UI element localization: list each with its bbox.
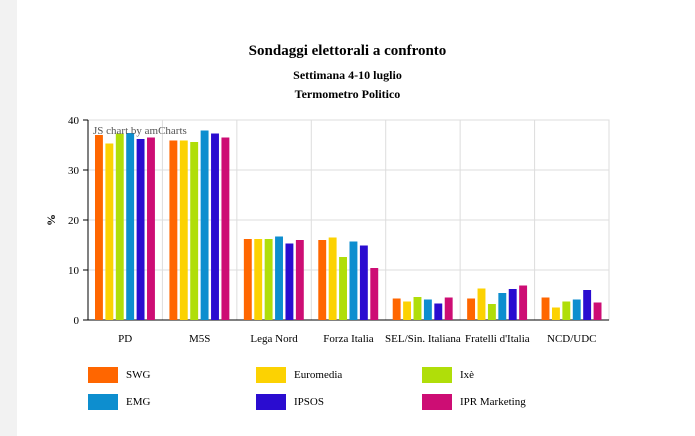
bar [136, 139, 145, 320]
legend-item[interactable]: Ixè [422, 367, 474, 383]
bar [285, 243, 294, 320]
bar [169, 140, 178, 320]
legend-swatch [422, 394, 452, 410]
bar [264, 239, 273, 320]
bar [147, 137, 155, 320]
legend-label: IPSOS [294, 396, 324, 408]
legend-label: EMG [126, 396, 151, 408]
x-tick-label: Forza Italia [323, 333, 374, 345]
bar [115, 133, 124, 320]
bar [423, 299, 432, 320]
y-tick-label: 20 [68, 215, 80, 227]
legend-item[interactable]: IPSOS [256, 394, 324, 410]
bar [95, 135, 103, 320]
legend-item[interactable]: SWG [88, 367, 150, 383]
legend-item[interactable]: EMG [88, 394, 150, 410]
bar [221, 137, 230, 320]
legend-swatch [256, 367, 286, 383]
bar [243, 239, 252, 320]
x-tick-label: Fratelli d'Italia [465, 333, 530, 345]
bar [275, 236, 283, 320]
x-tick-label: Lega Nord [250, 333, 298, 345]
bar [519, 285, 528, 320]
bar [572, 299, 581, 320]
bar [200, 130, 209, 320]
chart-source-subtitle: Termometro Politico [294, 87, 401, 101]
bar [434, 303, 443, 320]
legend-swatch [88, 394, 118, 410]
chart-subtitle: Settimana 4-10 luglio [293, 68, 402, 82]
y-axis-label: % [44, 214, 58, 226]
y-tick-label: 0 [74, 315, 80, 327]
bar [508, 289, 517, 320]
bar [477, 288, 486, 320]
x-tick-label: M5S [189, 333, 210, 345]
legend-swatch [422, 367, 452, 383]
y-tick-label: 10 [68, 265, 80, 277]
y-tick-label: 40 [68, 115, 80, 127]
bar [179, 140, 188, 320]
bar [467, 298, 476, 320]
chart-title: Sondaggi elettorali a confronto [248, 43, 447, 59]
bar [562, 301, 571, 320]
x-tick-label: PD [118, 333, 132, 345]
legend-label: Ixè [460, 369, 475, 381]
bar [551, 307, 560, 320]
bar [583, 290, 592, 320]
x-tick-label: NCD/UDC [547, 333, 597, 345]
bar [328, 237, 337, 320]
bar [593, 302, 602, 320]
x-tick-label: SEL/Sin. Italiana [385, 333, 461, 345]
bar [392, 298, 401, 320]
y-tick-label: 30 [68, 165, 80, 177]
bar [339, 257, 347, 320]
bar [211, 133, 219, 320]
bar [254, 239, 263, 320]
bar [359, 245, 368, 320]
legend-label: SWG [126, 369, 151, 381]
bar [444, 297, 453, 320]
bar [190, 142, 199, 320]
bar [541, 297, 550, 320]
bar [318, 240, 327, 320]
legend-item[interactable]: Euromedia [256, 367, 342, 383]
bar [295, 240, 304, 320]
legend-label: IPR Marketing [460, 396, 526, 408]
bar [487, 304, 496, 320]
bar [349, 241, 358, 320]
bar [105, 143, 114, 320]
bar [370, 268, 379, 320]
legend-swatch [256, 394, 286, 410]
legend-item[interactable]: IPR Marketing [422, 394, 526, 410]
amcharts-watermark: JS chart by amCharts [93, 125, 187, 137]
bar [126, 133, 135, 320]
legend-swatch [88, 367, 118, 383]
bar [498, 293, 507, 320]
bar [413, 297, 422, 320]
legend-label: Euromedia [294, 369, 343, 381]
bar [403, 301, 412, 320]
